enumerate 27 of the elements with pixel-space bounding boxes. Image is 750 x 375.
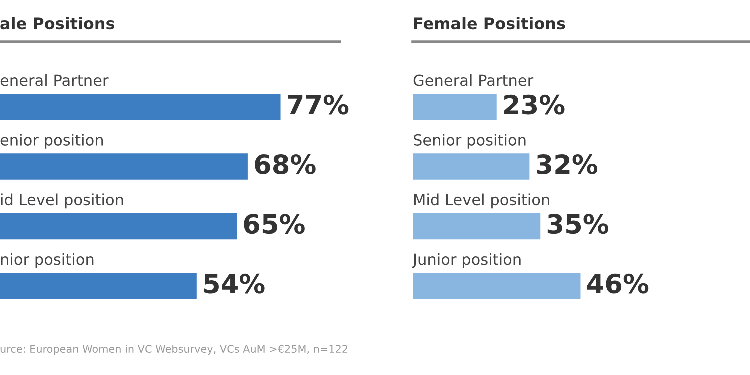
bar: [0, 213, 238, 240]
data-label: 68%: [255, 154, 316, 174]
y-tick-label: eneral Partner: [0, 74, 109, 86]
y-tick-label: nior position: [1, 253, 94, 268]
bar: [413, 94, 497, 120]
y-tick-label: General Partner: [414, 74, 534, 86]
y-tick-label: Junior position: [412, 253, 521, 268]
bar: [413, 213, 541, 240]
data-label: 46%: [587, 274, 649, 294]
chart-title: Female Positions: [414, 17, 566, 30]
text: urce: European Women in VC Websurvey, VCs AuM >€25M, n=122: [0, 344, 348, 356]
y-tick-label: Senior position: [414, 134, 526, 149]
bar: [0, 154, 248, 180]
data-label: 65%: [244, 214, 305, 234]
data-label: 23%: [504, 94, 565, 115]
bar: [413, 154, 530, 180]
bar: [413, 273, 581, 300]
y-tick-label: id Level position: [1, 194, 124, 209]
data-label: 54%: [204, 274, 265, 294]
bar: [0, 94, 281, 120]
bar: [0, 273, 197, 300]
y-tick-label: Mid Level position: [414, 194, 550, 209]
chart-title: ale Positions: [0, 17, 115, 30]
data-label: 35%: [548, 214, 608, 234]
data-label: 32%: [537, 154, 598, 174]
y-tick-label: enior position: [0, 134, 104, 149]
data-label: 77%: [288, 94, 349, 115]
